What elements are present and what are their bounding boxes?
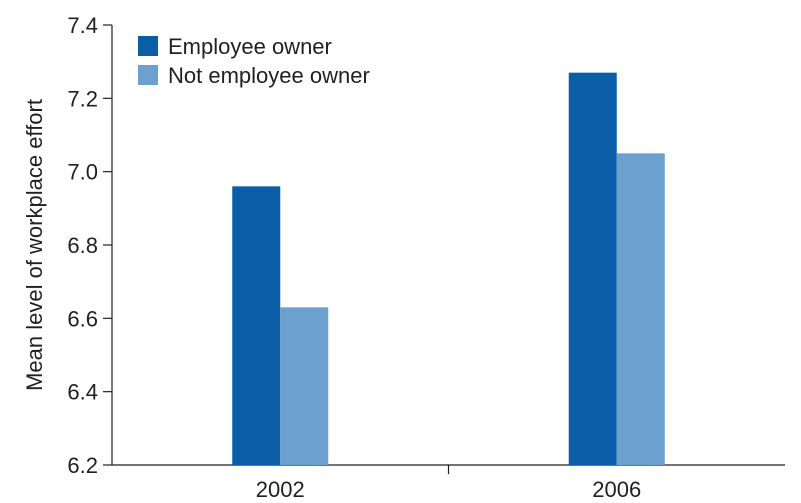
y-tick-label: 6.4 <box>67 380 98 405</box>
x-tick-label: 2006 <box>592 477 641 502</box>
legend-swatch <box>138 36 158 56</box>
y-axis-title: Mean level of workplace effort <box>22 99 47 391</box>
legend: Employee owner Not employee owner <box>138 34 370 88</box>
y-ticks: 6.2 6.4 6.6 6.8 7.0 7.2 7.4 <box>67 13 112 478</box>
x-tick-label: 2002 <box>256 477 305 502</box>
y-tick-label: 6.2 <box>67 453 98 478</box>
y-tick-label: 7.4 <box>67 13 98 38</box>
y-tick-label: 7.0 <box>67 160 98 185</box>
bar <box>568 72 617 466</box>
legend-label: Employee owner <box>168 34 332 59</box>
y-tick-label: 7.2 <box>67 86 98 111</box>
y-tick-label: 6.6 <box>67 306 98 331</box>
bar <box>280 307 329 465</box>
y-tick-label: 6.8 <box>67 233 98 258</box>
legend-label: Not employee owner <box>168 63 370 88</box>
x-ticks: 2002 2006 <box>256 465 641 502</box>
bar <box>232 186 281 466</box>
bar <box>616 153 665 466</box>
legend-swatch <box>138 65 158 85</box>
bars <box>232 72 665 466</box>
